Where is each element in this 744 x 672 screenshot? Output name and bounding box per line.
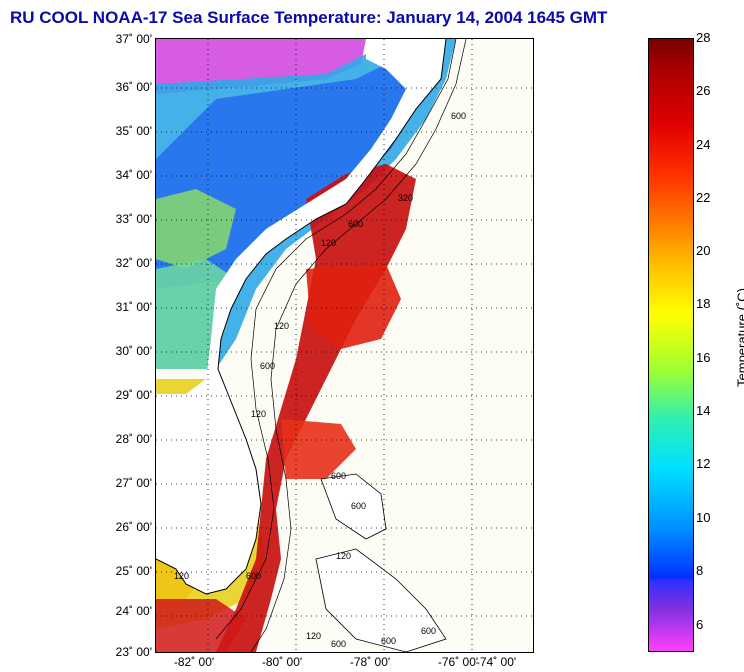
colorbar-tick: 6 [696,617,704,632]
colorbar-tick: 14 [696,403,711,418]
colorbar-tick: 16 [696,350,711,365]
lat-label: 26˚ 00' [115,520,152,534]
lat-label: 34˚ 00' [115,168,152,182]
lat-label: 31˚ 00' [115,300,152,314]
contour-label: 600 [331,471,346,481]
map-title: RU COOL NOAA-17 Sea Surface Temperature:… [10,8,608,27]
lat-label: 33˚ 00' [115,212,152,226]
contour-label: 120 [274,321,289,331]
lon-label: -82˚ 00' [173,655,215,669]
contour-label: 120 [251,409,266,419]
contour-120 [215,39,457,640]
colorbar-tick: 20 [696,243,711,258]
lon-label: -80˚ 00' [261,655,303,669]
colorbar-label: Temperature (˚C) [734,288,744,387]
colorbar-tick: 22 [696,190,711,205]
lat-label: 24˚ 00' [115,604,152,618]
contour-label: 600 [348,219,363,229]
colorbar-tick: 28 [696,30,711,45]
contour-label: 600 [421,626,436,636]
contour-label: 600 [351,501,366,511]
lat-label: 29˚ 00' [115,388,152,402]
colorbar-tick: 24 [696,137,711,152]
contour-label: 600 [246,571,261,581]
colorbar-tick: 26 [696,83,711,98]
lat-label: 30˚ 00' [115,344,152,358]
sst-map-image: 600 320 120 600 120 120 600 600 120 600 … [156,39,533,652]
lat-label: 25˚ 00' [115,564,152,578]
lon-label: -78˚ 00' [349,655,391,669]
contour-label: 600 [260,361,275,371]
land-mass [156,39,446,594]
colorbar-tick: 18 [696,296,711,311]
lat-label: 36˚ 00' [115,80,152,94]
contour-label: 600 [331,639,346,649]
colorbar-tick: 12 [696,456,711,471]
coastline [156,39,447,595]
contour-label: 600 [381,636,396,646]
contour-label: 120 [336,551,351,561]
lat-label: 28˚ 00' [115,432,152,446]
lat-label: 23˚ 00' [115,645,152,659]
contour-label: 120 [306,631,321,641]
contour-label: 120 [174,571,189,581]
bahamas [320,473,387,540]
graticule [156,39,533,652]
contour-label: 320 [398,193,413,203]
colorbar-tick: 8 [696,563,704,578]
lon-label: -76˚ 00' [437,655,479,669]
temperature-colorbar [648,38,694,652]
colorbar-tick: 10 [696,510,711,525]
contour-600 [250,39,467,652]
lat-label: 35˚ 00' [115,124,152,138]
lat-label: 27˚ 00' [115,476,152,490]
contour-label: 120 [321,238,336,248]
lat-label: 37˚ 00' [115,32,152,46]
lon-label: -74˚ 00' [475,655,517,669]
contour-label: 600 [451,111,466,121]
sst-map: 600 320 120 600 120 120 600 600 120 600 … [155,38,534,653]
lat-label: 32˚ 00' [115,256,152,270]
